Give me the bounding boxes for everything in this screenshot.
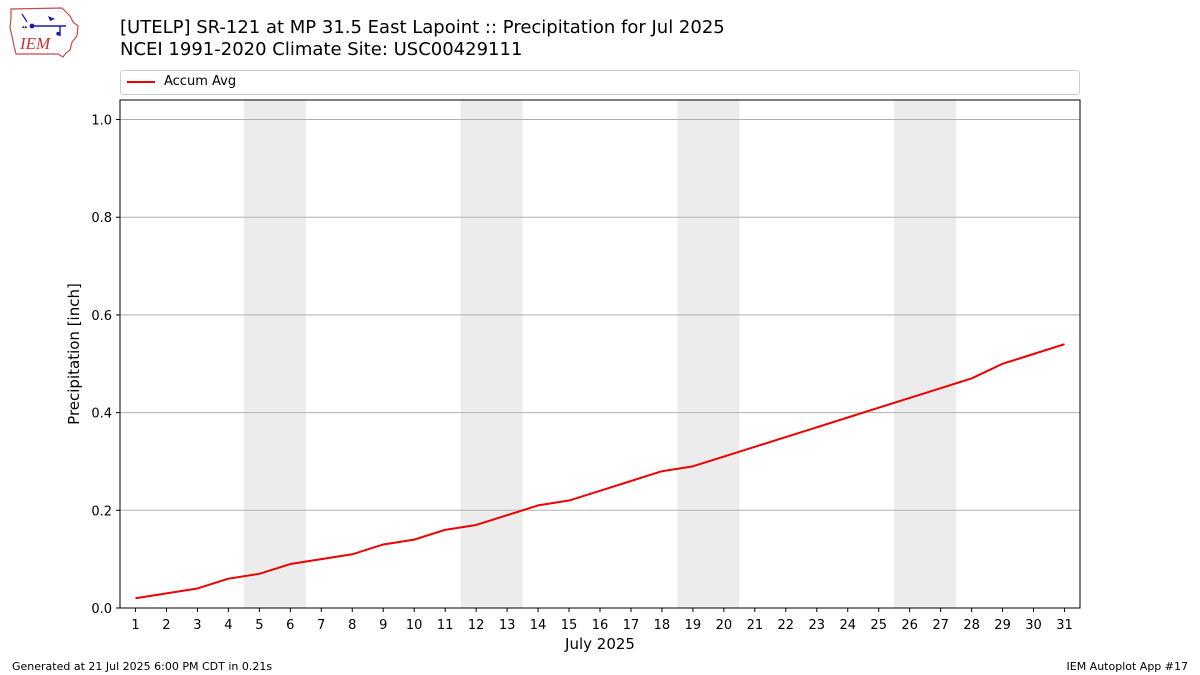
y-axis-label: Precipitation [inch] [65,283,83,425]
x-tick-label: 19 [685,618,702,633]
x-tick-label: 21 [747,618,764,633]
x-tick-label: 11 [437,618,454,633]
y-tick-label: 0.0 [91,602,112,617]
x-tick-label: 2 [162,618,170,633]
x-tick-label: 31 [1056,618,1073,633]
x-tick-label: 23 [809,618,826,633]
footer-app: IEM Autoplot App #17 [1066,660,1189,673]
svg-text:●: ● [56,31,61,37]
y-tick-label: 1.0 [91,114,112,129]
x-tick-label: 16 [592,618,609,633]
x-tick-label: 18 [654,618,671,633]
x-axis-label: July 2025 [564,635,635,653]
y-tick-label: 0.8 [91,211,112,226]
chart-subtitle: NCEI 1991-2020 Climate Site: USC00429111 [120,39,523,60]
chart-title: [UTELP] SR-121 at MP 31.5 East Lapoint :… [120,17,725,38]
x-tick-label: 15 [561,618,578,633]
x-tick-label: 27 [932,618,949,633]
legend-label: Accum Avg [164,74,237,89]
x-tick-label: 3 [193,618,201,633]
legend: Accum Avg [120,70,1080,95]
x-tick-label: 1 [131,618,139,633]
weekend-band [243,100,306,608]
x-tick-label: 29 [994,618,1011,633]
svg-text:▴▴: ▴▴ [22,24,28,30]
x-tick-label: 14 [530,618,547,633]
iem-logo: ▴▴ ● IEM [8,6,80,60]
x-tick-label: 20 [716,618,733,633]
weekend-band [460,100,523,608]
x-tick-label: 8 [348,618,356,633]
x-tick-label: 25 [870,618,887,633]
y-axis: 0.0 0.2 0.4 0.6 0.8 1.0 [91,114,120,617]
logo-text: IEM [19,34,51,53]
series-layer [135,343,1065,600]
x-tick-label: 10 [406,618,423,633]
x-tick-label: 13 [499,618,516,633]
x-tick-label: 26 [901,618,918,633]
x-tick-label: 24 [839,618,856,633]
x-tick-label: 5 [255,618,263,633]
footer-generated: Generated at 21 Jul 2025 6:00 PM CDT in … [12,660,273,673]
x-tick-label: 7 [317,618,325,633]
x-tick-label: 12 [468,618,485,633]
y-tick-label: 0.6 [91,309,112,324]
y-tick-label: 0.4 [91,407,112,422]
x-tick-label: 22 [778,618,795,633]
x-tick-label: 17 [623,618,640,633]
x-tick-label: 30 [1025,618,1042,633]
weekend-band [677,100,740,608]
series-line-accum-avg [135,343,1065,600]
weekend-band [894,100,957,608]
weekend-shading [243,100,957,608]
y-tick-label: 0.2 [91,504,112,519]
legend-swatch [127,81,155,83]
x-axis: 1 2 3 4 5 6 7 8 9 10 11 12 13 14 15 16 17 18 19 20 21 22 23 24 2… [131,608,1073,633]
x-tick-label: 28 [963,618,980,633]
x-tick-label: 6 [286,618,294,633]
x-tick-label: 9 [379,618,387,633]
x-tick-label: 4 [224,618,232,633]
